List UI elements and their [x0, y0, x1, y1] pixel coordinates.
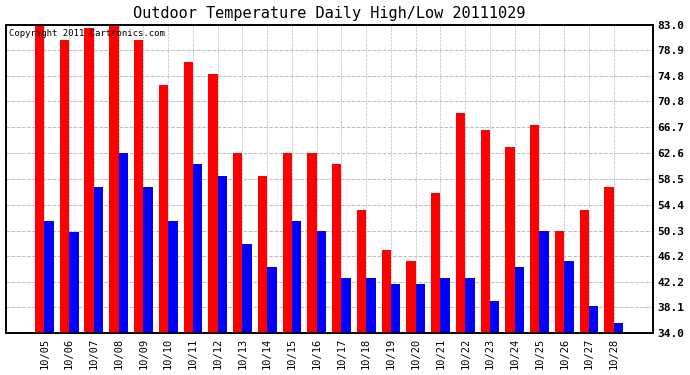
Bar [134, 40, 144, 333]
Bar [119, 153, 128, 333]
Bar [580, 210, 589, 333]
Bar [233, 153, 242, 333]
Bar [332, 164, 342, 333]
Bar [490, 300, 500, 333]
Bar [159, 85, 168, 333]
Bar [184, 62, 193, 333]
Bar [307, 153, 317, 333]
Bar [505, 147, 515, 333]
Bar [144, 187, 152, 333]
Bar [242, 244, 252, 333]
Bar [217, 176, 227, 333]
Bar [555, 231, 564, 333]
Bar [391, 284, 400, 333]
Bar [415, 284, 425, 333]
Bar [604, 187, 614, 333]
Bar [465, 278, 475, 333]
Bar [109, 24, 119, 333]
Bar [193, 164, 202, 333]
Bar [317, 231, 326, 333]
Bar [614, 323, 623, 333]
Bar [84, 28, 94, 333]
Bar [282, 153, 292, 333]
Bar [168, 221, 177, 333]
Bar [382, 249, 391, 333]
Bar [208, 74, 217, 333]
Bar [94, 187, 104, 333]
Bar [406, 261, 415, 333]
Bar [589, 306, 598, 333]
Bar [540, 231, 549, 333]
Text: Copyright 2011 Cartronics.com: Copyright 2011 Cartronics.com [9, 29, 165, 38]
Bar [456, 113, 465, 333]
Title: Outdoor Temperature Daily High/Low 20111029: Outdoor Temperature Daily High/Low 20111… [133, 6, 525, 21]
Bar [357, 210, 366, 333]
Bar [564, 261, 573, 333]
Bar [44, 221, 54, 333]
Bar [35, 24, 44, 333]
Bar [69, 232, 79, 333]
Bar [530, 125, 540, 333]
Bar [431, 193, 440, 333]
Bar [515, 267, 524, 333]
Bar [440, 278, 450, 333]
Bar [267, 267, 277, 333]
Bar [60, 40, 69, 333]
Bar [480, 130, 490, 333]
Bar [342, 278, 351, 333]
Bar [292, 221, 302, 333]
Bar [258, 176, 267, 333]
Bar [366, 278, 375, 333]
